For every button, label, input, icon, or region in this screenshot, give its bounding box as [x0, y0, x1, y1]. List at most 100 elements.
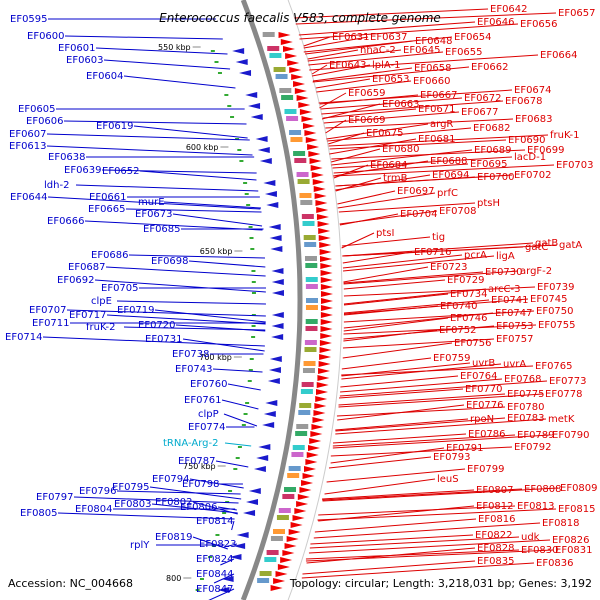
left-gene-label: EF0711 — [32, 318, 70, 329]
right-gene-label: EF0681 — [418, 134, 456, 145]
right-leader-line — [337, 190, 396, 205]
forward-gene-arrow — [309, 438, 322, 444]
right-gene-label: EF0667 — [420, 90, 458, 101]
left-leader-line — [224, 543, 238, 548]
left-leader-line — [75, 184, 259, 192]
right-gene-label: argR — [430, 119, 453, 130]
right-leader-line — [309, 54, 539, 71]
left-leader-line — [47, 196, 261, 210]
cog-color-box — [291, 452, 304, 457]
right-leader-line — [340, 378, 503, 393]
genome-summary: Topology: circular; Length: 3,218,031 bp… — [289, 577, 592, 590]
right-leader-line — [312, 64, 371, 77]
right-leader-line — [319, 94, 419, 105]
right-leader-line — [317, 508, 557, 521]
cog-color-box — [269, 53, 282, 58]
right-gene-label: lplA-1 — [372, 60, 401, 71]
left-gene-label: rplY — [130, 540, 150, 551]
outer-guide-arc — [287, 0, 343, 600]
left-gene-label: clpP — [198, 409, 219, 420]
right-leader-line — [308, 51, 444, 66]
left-gene-label: EF0720 — [138, 320, 176, 331]
cog-color-box — [305, 263, 318, 268]
right-gene-label: EF0690 — [508, 135, 546, 146]
right-gene-label: EF0675 — [366, 128, 404, 139]
forward-gene-arrow — [310, 431, 323, 437]
right-leader-line — [343, 279, 446, 290]
left-gene-label: fruK-2 — [86, 322, 115, 333]
cog-color-box — [303, 361, 316, 366]
cog-color-box — [262, 32, 275, 37]
right-gene-label: EF0757 — [496, 334, 534, 345]
right-gene-label: EF0816 — [478, 514, 516, 525]
gc-marker — [243, 182, 248, 184]
right-leader-line — [324, 478, 436, 495]
cog-color-box — [299, 193, 312, 198]
right-gene-label: EF0672 — [464, 93, 502, 104]
right-leader-line — [332, 434, 516, 447]
right-leader-line — [341, 236, 431, 247]
cog-color-box — [294, 158, 307, 163]
left-gene-label: clpE — [91, 296, 112, 307]
accession-label: Accession: NC_004668 — [8, 577, 133, 590]
right-gene-label: EF0809 — [560, 483, 598, 494]
right-gene-label: EF0734 — [450, 289, 488, 300]
right-gene-label: EF0663 — [382, 99, 420, 110]
cog-color-box — [305, 277, 318, 282]
left-gene-label: EF0607 — [9, 129, 47, 140]
right-gene-label: EF0792 — [514, 442, 552, 453]
cog-color-box — [302, 221, 315, 226]
forward-gene-arrow — [318, 361, 331, 367]
cog-color-box — [288, 466, 301, 471]
left-gene-label: EF0794 — [152, 474, 190, 485]
right-gene-label: EF0793 — [433, 452, 471, 463]
gc-marker — [243, 413, 248, 415]
right-leader-line — [343, 299, 490, 314]
right-leader-line — [341, 365, 534, 376]
cog-color-box — [266, 550, 279, 555]
right-leader-line — [342, 251, 413, 264]
right-gene-label: EF0729 — [447, 275, 485, 286]
forward-gene-arrow — [319, 249, 332, 255]
right-gene-label: uvrB — [472, 358, 495, 369]
forward-gene-arrow — [270, 585, 283, 591]
forward-gene-arrow — [320, 291, 333, 297]
gc-marker — [235, 138, 240, 140]
left-leader-line — [154, 309, 266, 323]
left-leader-line — [128, 254, 265, 259]
forward-gene-arrow — [290, 522, 303, 528]
right-leader-line — [298, 21, 476, 36]
forward-gene-arrow — [315, 389, 328, 395]
right-leader-line — [335, 418, 469, 431]
forward-gene-arrow — [319, 354, 332, 360]
gc-marker — [214, 61, 219, 63]
left-leader-line — [163, 201, 261, 209]
cog-color-box — [296, 424, 309, 429]
forward-gene-arrow — [316, 214, 329, 220]
right-leader-line — [340, 375, 459, 388]
right-gene-label: EF0813 — [517, 501, 555, 512]
cog-color-box — [303, 235, 316, 240]
right-leader-line — [328, 456, 432, 469]
cog-color-box — [298, 410, 311, 415]
right-gene-label: EF0835 — [477, 556, 515, 567]
forward-gene-arrow — [320, 270, 333, 276]
cog-color-box — [305, 319, 318, 324]
right-gene-label: arcC-3 — [488, 284, 520, 295]
forward-gene-arrow — [305, 137, 318, 143]
left-leader-line — [188, 260, 266, 268]
right-leader-line — [338, 393, 544, 408]
forward-gene-arrow — [312, 417, 325, 423]
right-gene-label: EF0688 — [430, 156, 468, 167]
forward-gene-arrow — [315, 200, 328, 206]
left-gene-label: EF0806 — [180, 502, 218, 513]
right-leader-line — [326, 123, 429, 140]
right-gene-label: EF0659 — [348, 88, 386, 99]
gc-marker — [215, 534, 220, 536]
forward-gene-arrow — [309, 158, 322, 164]
reverse-gene-arrow — [253, 466, 266, 472]
right-leader-line — [333, 160, 429, 177]
kbp-marker: 750 kbp — [183, 462, 216, 471]
left-gene-label: EF0719 — [117, 305, 155, 316]
